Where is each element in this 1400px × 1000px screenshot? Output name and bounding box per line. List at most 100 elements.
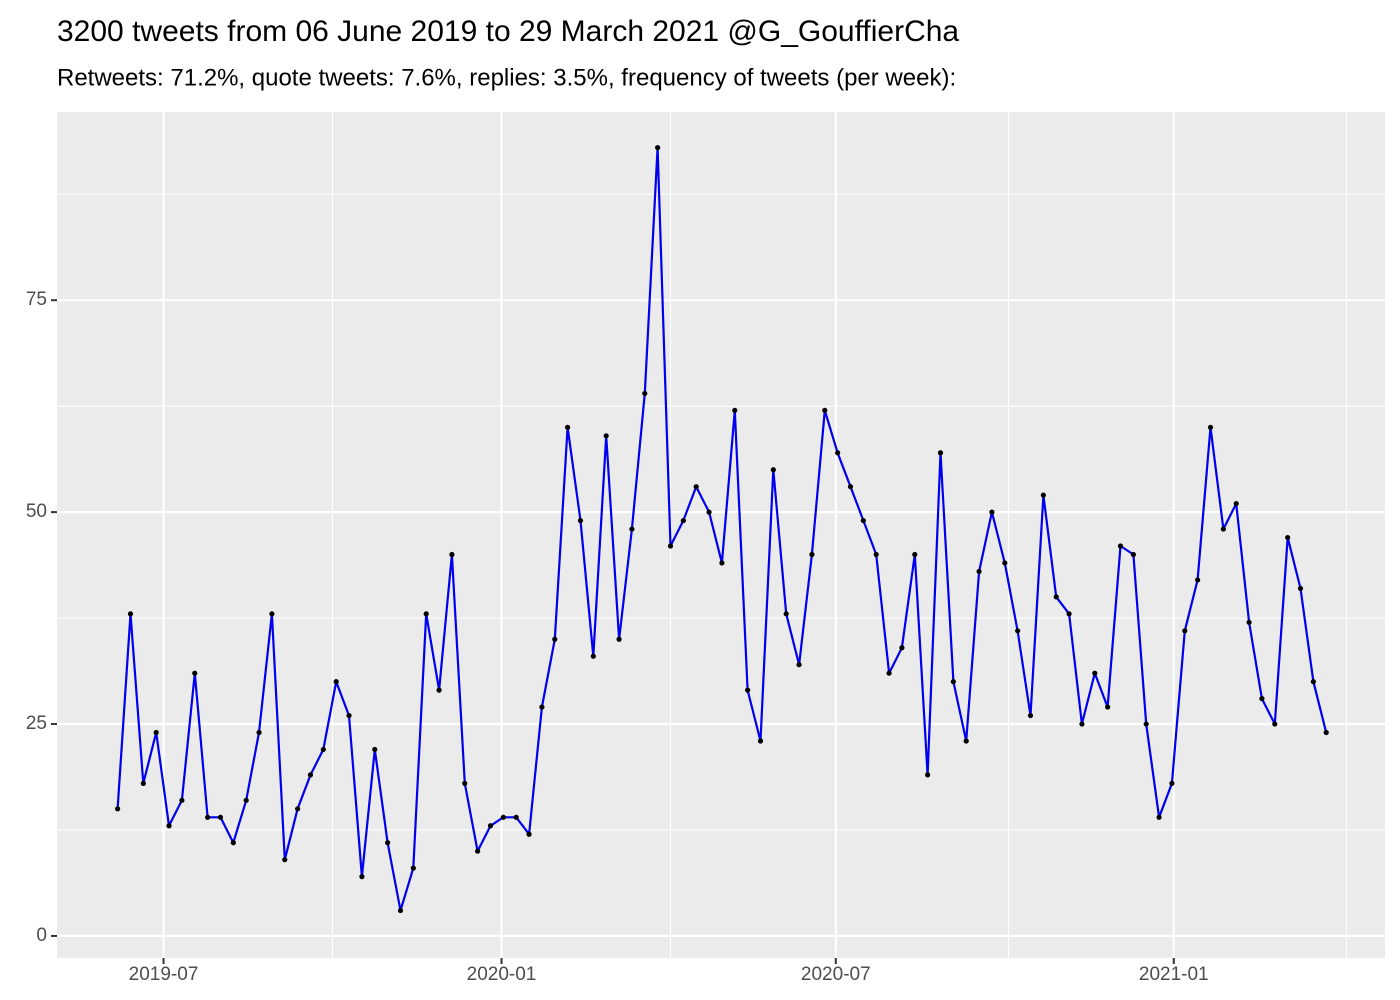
data-point [436,687,442,693]
data-point [989,509,995,515]
data-point [1169,780,1175,786]
data-point [886,670,892,676]
data-point [719,560,725,566]
data-point [616,636,622,642]
data-point [333,679,339,685]
data-point [899,645,905,651]
data-point [462,780,468,786]
data-point [822,407,828,413]
data-point [423,611,429,617]
data-point [1117,543,1124,549]
data-point [745,687,751,693]
data-point [320,746,326,753]
data-point [192,670,198,676]
data-point [526,831,532,837]
data-point [680,517,686,524]
data-point [873,551,879,558]
x-tick-label: 2019-07 [129,964,199,985]
data-point [796,662,802,668]
y-tick-label: 50 [26,501,47,522]
chart-title: 3200 tweets from 06 June 2019 to 29 Marc… [57,15,959,48]
data-point [937,450,944,456]
data-point [590,653,596,659]
data-point [1259,696,1265,702]
data-point [1195,577,1201,583]
data-point [1272,721,1278,727]
data-point [539,704,545,710]
data-point [410,865,416,871]
data-point [847,484,854,490]
y-tick-label: 25 [26,713,47,734]
x-tick-label: 2021-01 [1139,964,1209,985]
data-point [1310,679,1316,685]
data-point [925,772,931,778]
data-point [1220,526,1226,532]
data-point [912,551,918,558]
data-point [1079,721,1085,727]
data-point [629,526,635,532]
data-point [1285,534,1291,541]
data-point [127,611,134,617]
x-tick-label: 2020-01 [467,964,537,985]
data-point [1002,560,1008,566]
data-point [706,509,712,515]
plot-background [57,112,1385,958]
data-point [1182,628,1188,634]
data-point [732,407,738,413]
data-point [1105,704,1111,710]
data-point [346,712,352,719]
data-point [166,823,172,829]
data-point [397,907,404,914]
data-point [475,848,481,854]
data-point [835,450,841,456]
data-point [655,145,661,151]
data-point [179,797,185,803]
data-point [282,857,288,863]
data-point [1207,424,1214,430]
data-point [1040,492,1046,498]
data-point [487,823,494,829]
data-point [1156,814,1162,820]
data-point [513,814,519,820]
data-point [976,568,982,575]
data-point [860,517,866,524]
data-point [1143,721,1149,727]
data-point [243,797,249,803]
data-point [256,729,262,736]
chart-subtitle: Retweets: 71.2%, quote tweets: 7.6%, rep… [57,64,956,91]
data-point [757,738,764,744]
y-tick-label: 0 [36,925,47,946]
data-point [1027,712,1034,719]
data-point [269,611,275,617]
data-point [963,738,969,744]
data-point [385,840,391,846]
data-point [950,679,956,685]
data-point [1053,594,1059,600]
data-point [372,746,378,753]
data-point [205,814,211,820]
data-point [1233,501,1239,507]
data-point [667,543,674,549]
data-point [295,806,301,812]
data-point [153,729,159,736]
data-point [307,772,314,778]
data-point [140,780,146,786]
data-point [642,390,648,397]
data-point [1015,628,1021,634]
data-point [1323,729,1329,736]
data-point [500,814,506,820]
data-point [359,874,365,880]
x-tick-label: 2020-07 [801,964,871,985]
data-point [603,433,609,439]
data-point [1246,619,1252,625]
data-point [565,424,571,430]
data-point [1297,585,1304,592]
data-point [770,467,776,473]
data-point [783,611,789,617]
data-point [809,551,815,558]
data-point [577,517,584,524]
data-point [230,840,236,846]
data-point [1092,670,1098,676]
